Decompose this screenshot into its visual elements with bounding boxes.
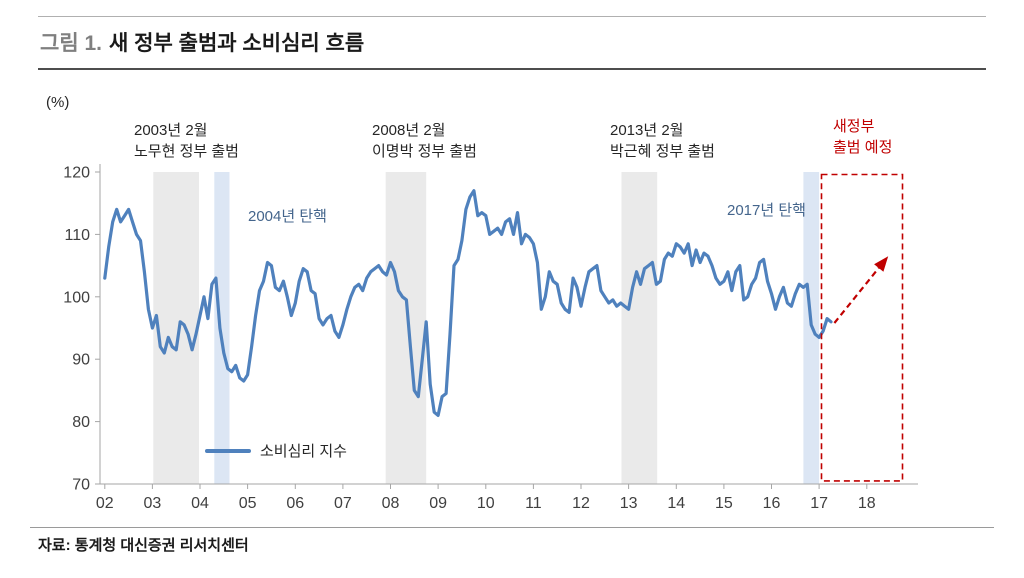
figure-header: 그림 1. 새 정부 출범과 소비심리 흐름: [38, 16, 986, 70]
legend-series-label: 소비심리 지수: [260, 443, 347, 460]
x-tick-label: 12: [572, 495, 590, 512]
annotation-new-government: 새정부 출범 예정: [833, 118, 893, 156]
annotation-inauguration-2008: 2008년 2월 이명박 정부 출범: [372, 122, 477, 160]
y-tick-label: 120: [63, 165, 90, 182]
x-tick-label: 16: [763, 495, 781, 512]
y-axis-unit-label: (%): [46, 94, 70, 111]
x-tick-label: 03: [144, 495, 162, 512]
chart-canvas: 70 80 90 100 110 120 02 03 04 05 06 07 08 09 10 11 12 13 1…: [63, 164, 918, 512]
source-note: 자료: 통계청 대신증권 리서치센터: [38, 537, 249, 554]
chart-legend: 소비심리 지수: [205, 440, 347, 461]
legend-line: [205, 448, 251, 453]
x-tick-label: 14: [667, 495, 685, 512]
y-tick-label: 90: [72, 352, 90, 369]
x-tick-label: 07: [334, 495, 352, 512]
x-tick-label: 15: [715, 495, 733, 512]
annotation-inauguration-2013: 2013년 2월 박근혜 정부 출범: [610, 122, 715, 160]
projection-box: [820, 173, 904, 482]
series-line-소비심리 지수: [103, 189, 833, 417]
x-tick-label: 05: [239, 495, 257, 512]
x-tick-label: 08: [382, 495, 400, 512]
footer-divider: [30, 527, 994, 528]
x-tick-label: 02: [96, 495, 114, 512]
figure-title: 새 정부 출범과 소비심리 흐름: [109, 32, 365, 55]
y-tick-label: 70: [72, 477, 90, 494]
x-tick-label: 09: [429, 495, 447, 512]
band-inauguration-2003: [153, 172, 199, 484]
x-tick-label: 17: [810, 495, 828, 512]
figure-label: 그림 1.: [40, 32, 102, 55]
annotation-impeachment-2017: 2017년 탄핵: [727, 202, 806, 219]
consumer-sentiment-chart: 70 80 90 100 110 120 02 03 04 05 06 07 08 09 10 11 12 13 1…: [0, 90, 1024, 530]
band-impeachment-2004: [214, 172, 230, 484]
band-inauguration-2013: [621, 172, 658, 484]
projection-arrow-line: [833, 267, 880, 324]
x-tick-label: 10: [477, 495, 495, 512]
annotation-inauguration-2003: 2003년 2월 노무현 정부 출범: [134, 122, 239, 160]
x-tick-label: 04: [191, 495, 209, 512]
x-tick-label: 11: [525, 495, 542, 512]
annotation-impeachment-2004: 2004년 탄핵: [248, 208, 327, 225]
y-tick-label: 100: [63, 289, 90, 306]
x-tick-label: 13: [620, 495, 638, 512]
figure-title-row: 그림 1. 새 정부 출범과 소비심리 흐름: [38, 17, 986, 70]
x-tick-label: 18: [858, 495, 876, 512]
y-tick-label: 80: [72, 414, 90, 431]
band-inauguration-2008: [385, 172, 427, 484]
y-tick-label: 110: [64, 227, 90, 244]
x-tick-label: 06: [286, 495, 304, 512]
projection-arrow-head: [874, 256, 889, 272]
